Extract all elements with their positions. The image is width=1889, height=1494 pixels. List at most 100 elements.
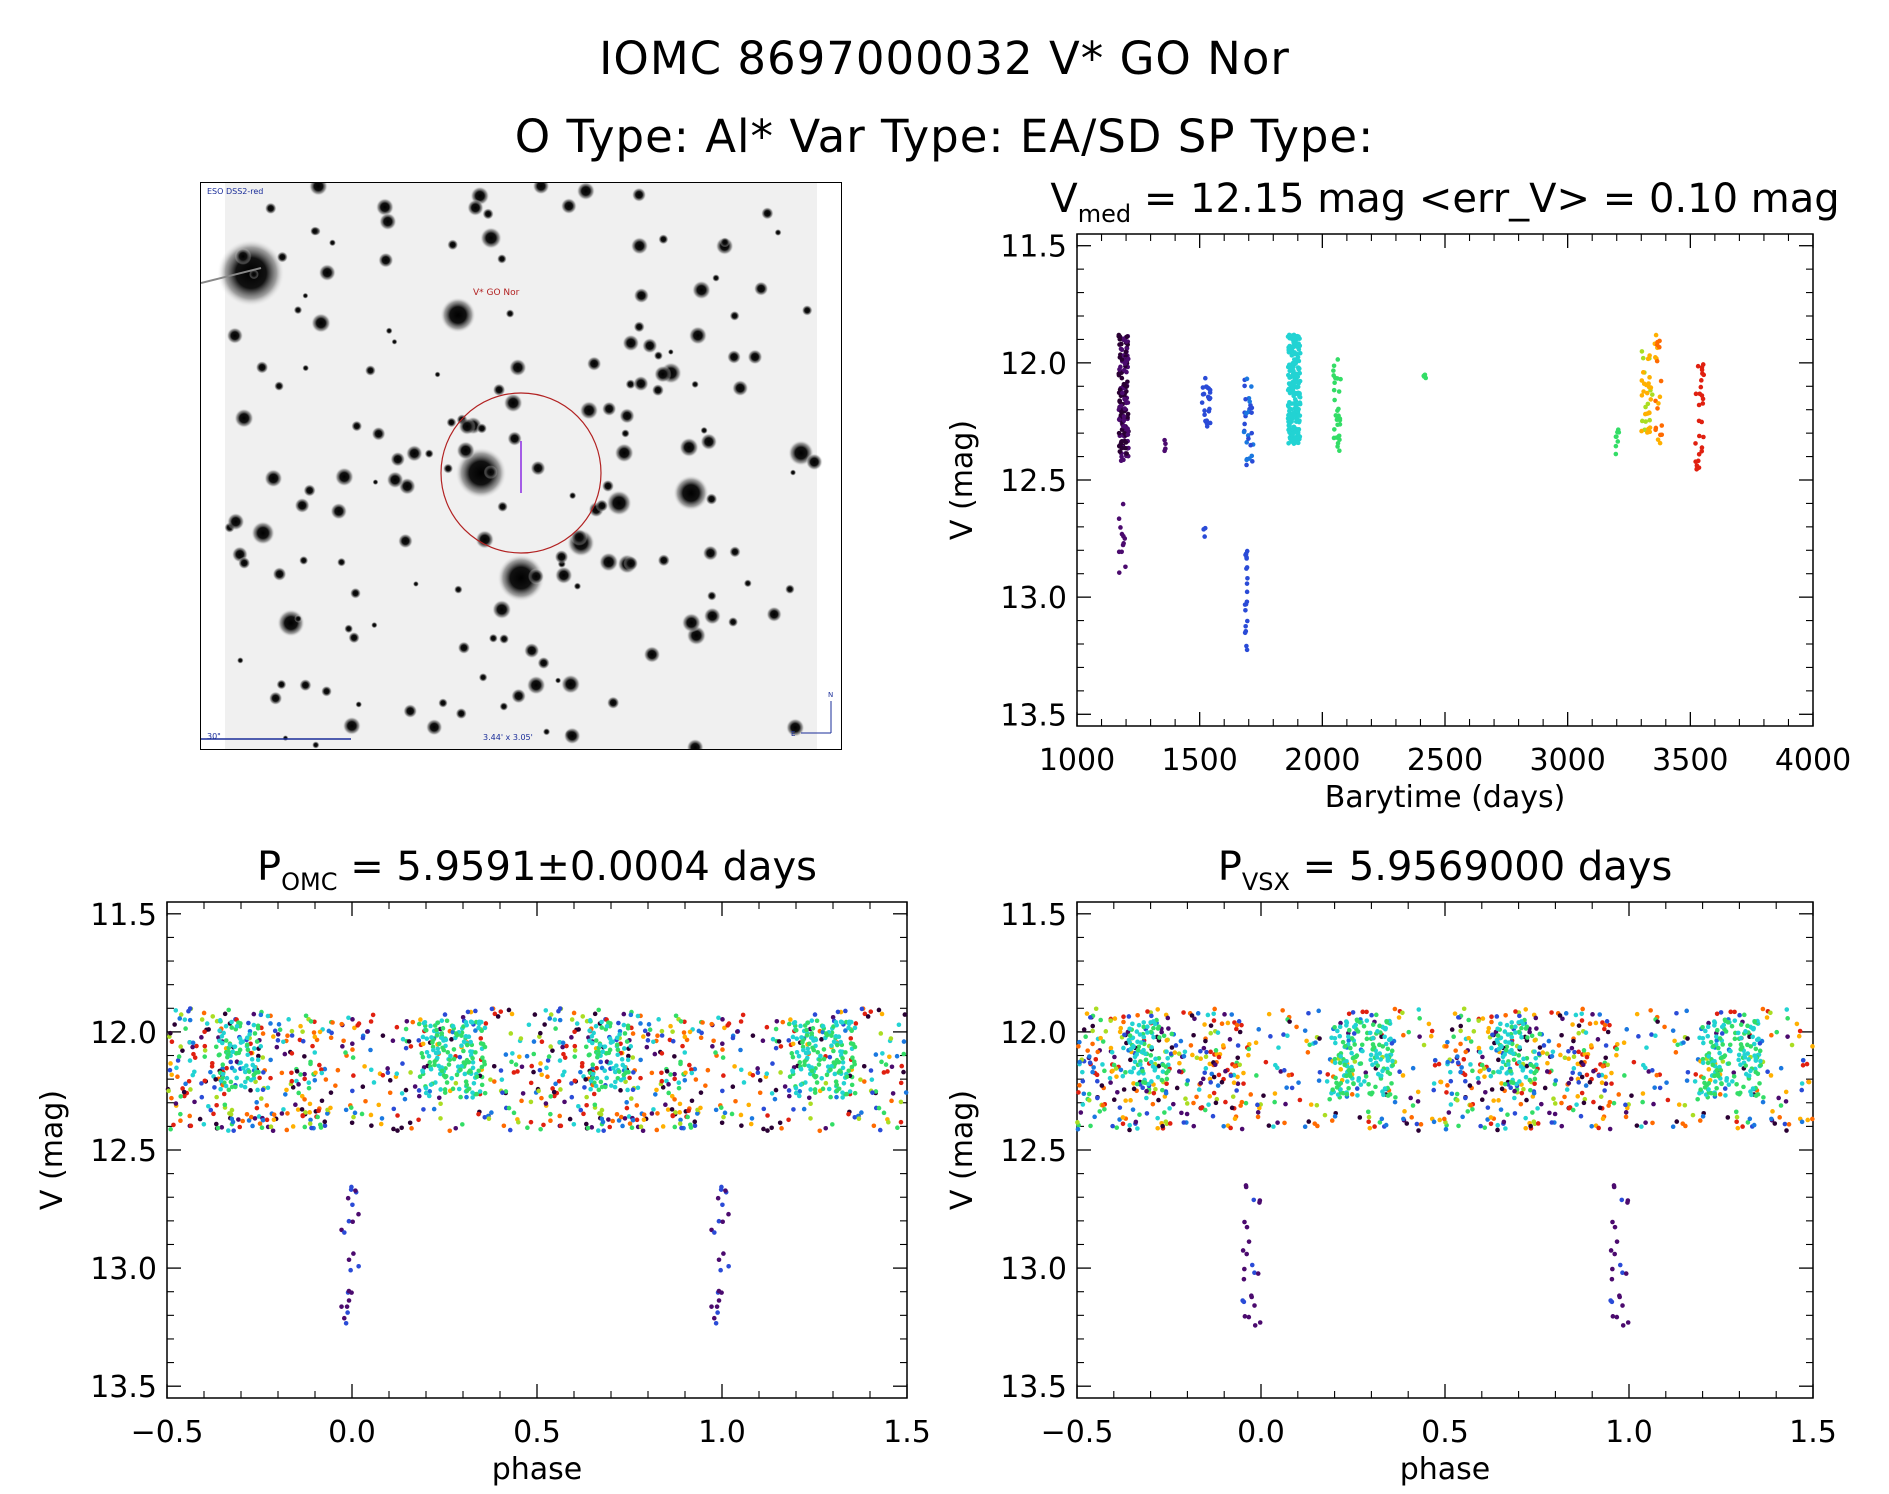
data-point [1108,1016,1114,1022]
data-point [791,1020,797,1026]
data-point [849,1067,855,1072]
data-point [1721,1054,1727,1060]
data-point [655,1111,660,1116]
data-point [1629,1093,1634,1098]
data-point [786,1021,792,1027]
data-point [670,1113,675,1118]
data-point [1286,350,1292,355]
data-point [1335,1028,1340,1034]
data-point [1222,1012,1227,1017]
data-point [1129,1049,1134,1055]
data-point [597,1042,603,1048]
data-point [593,1083,599,1089]
data-point [603,1017,608,1022]
data-point [1100,1103,1106,1108]
data-point [1075,1126,1081,1132]
data-point [832,1060,838,1066]
data-point [1508,1068,1513,1074]
data-point [1699,445,1705,450]
data-point [778,1070,783,1075]
data-point [852,1115,858,1120]
data-point [1292,350,1297,355]
data-point [468,1053,474,1058]
data-point [1208,1080,1214,1085]
data-point [1524,1024,1530,1030]
data-point [1495,1069,1501,1075]
data-point [311,1071,316,1077]
data-point [1169,1031,1175,1037]
data-point [538,1061,543,1066]
data-point [1544,1069,1550,1074]
data-point [1148,1053,1154,1058]
data-point [236,1020,241,1025]
data-point [441,1038,446,1043]
data-point [598,1053,603,1059]
data-point [1206,1102,1211,1107]
data-point [836,1070,842,1075]
data-point [1114,1074,1119,1079]
data-point [352,1110,358,1116]
data-point [1296,413,1301,418]
data-point [1332,380,1337,386]
data-point [1293,419,1299,424]
data-point [1293,376,1299,382]
data-point [1679,1041,1684,1046]
data-point [572,1054,578,1059]
data-point [829,1064,834,1069]
data-point [604,1075,609,1081]
data-point [1244,1045,1250,1050]
data-point [684,1037,690,1043]
data-point [1559,1123,1565,1129]
data-point [711,1038,716,1044]
data-point [813,1074,818,1080]
data-point [1683,1123,1688,1129]
data-point [1160,1123,1165,1129]
data-point [1288,334,1294,339]
data-point [1725,1061,1731,1067]
data-point [1244,1251,1249,1257]
data-point [344,1053,349,1058]
data-point [1344,1059,1349,1064]
data-point [1701,1075,1706,1081]
data-point [1149,1030,1155,1036]
data-point [1769,1117,1775,1123]
data-point [635,1013,641,1019]
data-point [1378,1030,1383,1035]
data-point [849,1028,855,1034]
data-point [1123,445,1128,451]
data-point [1400,1073,1406,1078]
data-point [1379,1116,1385,1122]
data-point [716,1218,722,1224]
data-point [1734,1114,1740,1120]
data-point [418,1017,423,1022]
data-point [1116,371,1122,377]
data-point [312,1019,317,1025]
data-point [1292,406,1298,411]
data-point [468,1039,474,1045]
data-point [1479,1097,1485,1102]
data-point [813,1037,819,1043]
data-point [1107,1075,1113,1081]
data-point [1290,337,1295,342]
data-point [1649,1068,1655,1073]
data-point [877,1127,883,1133]
data-point [890,1091,896,1096]
data-point [343,1107,349,1113]
data-point [353,1188,358,1193]
data-point [226,1007,231,1013]
data-point [1475,1075,1481,1081]
data-point [427,1060,433,1065]
data-point [1351,1031,1357,1036]
data-point [232,1068,238,1074]
data-point [1256,1027,1262,1032]
data-point [1120,443,1126,448]
data-point [572,1078,578,1084]
data-point [519,1064,525,1070]
data-point [1329,1035,1334,1041]
data-point [217,1028,222,1033]
data-point [1117,449,1123,454]
data-point [1514,1086,1520,1092]
data-point [1506,1040,1512,1045]
data-point [1119,390,1125,396]
data-point [1239,1099,1245,1105]
